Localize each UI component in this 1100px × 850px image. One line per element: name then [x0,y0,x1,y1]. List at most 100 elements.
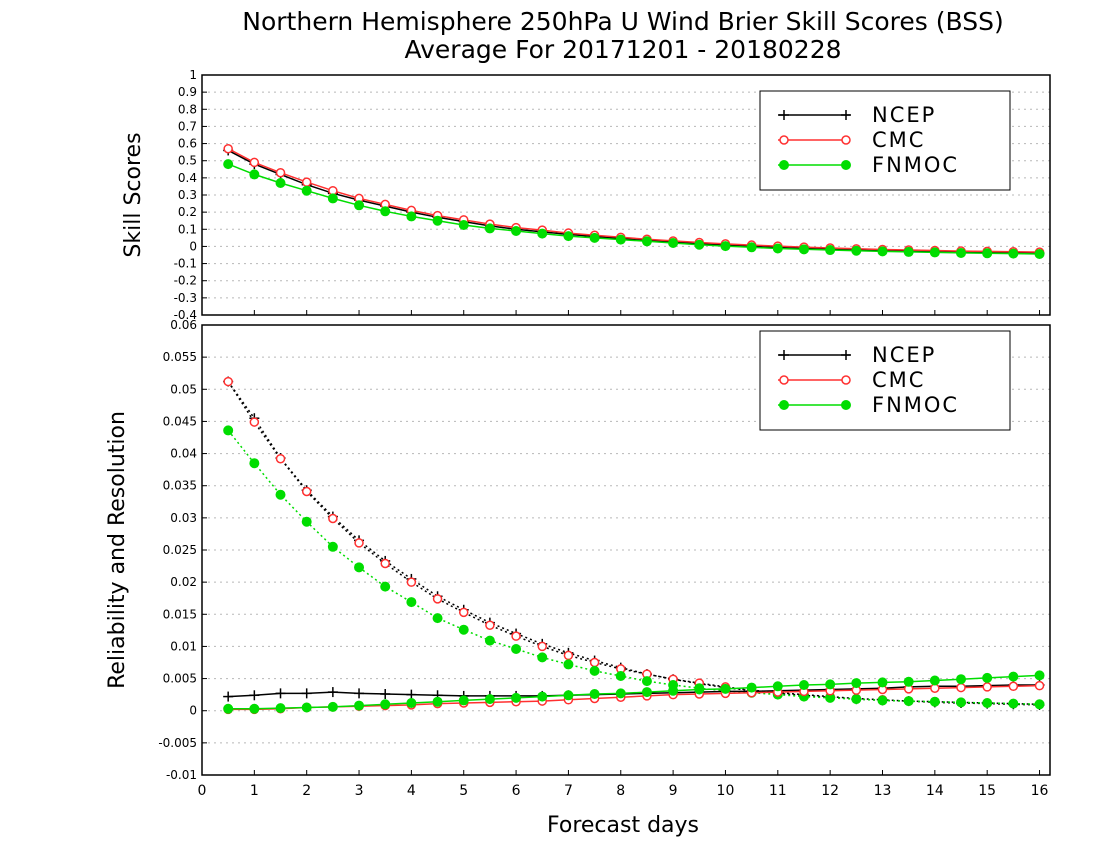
legend-marker-left [779,375,789,385]
data-point [877,695,888,706]
y-tick-label: 0.6 [178,137,197,151]
data-point [249,417,260,427]
y-tick-label: 0.035 [163,479,197,493]
data-point [458,695,469,706]
bottom-y-axis-label: Reliability and Resolution [105,411,130,689]
data-point [720,683,731,694]
data-point [354,700,365,711]
data-point [301,185,312,196]
data-point [956,247,967,258]
data-point [406,211,417,222]
series-fnmoc-reliability [223,670,1045,714]
series-line [227,429,1040,706]
data-point [1008,698,1019,709]
data-point [301,702,312,713]
data-point [615,688,626,699]
legend-marker-left [779,135,789,145]
data-point [511,692,522,703]
data-point [275,489,286,500]
y-tick-label: 0.06 [170,318,197,332]
data-point [589,657,600,668]
data-point [406,698,417,708]
data-point [589,665,600,676]
data-point [798,244,809,255]
data-point [249,458,260,469]
data-point [485,620,495,630]
data-point [301,516,312,527]
data-point [798,680,809,690]
data-point [563,659,574,670]
legend-label: FNMOC [872,393,959,417]
chart-title-line2: Average For 20171201 - 20180228 [404,35,841,64]
x-tick-label: 12 [821,783,839,799]
data-point [249,703,260,714]
data-point [720,241,731,252]
legend-marker-left [779,160,789,170]
y-tick-label: 0.1 [178,222,197,236]
data-point [458,220,469,230]
data-point [354,538,364,548]
data-point [694,239,705,250]
x-axis-label: Forecast days [547,813,699,838]
data-point [484,635,495,646]
data-point [223,691,234,702]
data-point [929,696,940,707]
legend-entry-fnmoc: FNMOC [778,393,959,417]
data-point [223,425,234,436]
data-point [537,228,548,239]
data-point [1008,671,1019,682]
data-point [903,676,914,687]
data-point [668,238,679,248]
data-point [982,672,993,683]
data-point [275,453,286,464]
data-point [903,246,914,257]
y-tick-label: 0.025 [163,543,197,557]
data-point [406,689,417,700]
x-tick-label: 7 [564,783,573,799]
data-point [956,682,966,693]
x-tick-label: 5 [459,783,468,799]
data-point [327,541,338,552]
data-point [877,677,888,688]
data-point [1034,248,1045,259]
data-point [327,193,338,204]
data-point [615,234,626,245]
data-point [1034,680,1045,691]
y-tick-label: 0.005 [163,672,197,686]
data-point [432,594,443,604]
y-tick-label: -0.3 [174,291,197,305]
data-point [354,688,365,699]
data-point [380,206,391,217]
y-tick-label: 0.055 [163,350,197,364]
data-point [432,613,443,624]
series-line [228,674,1040,710]
y-tick-label: -0.01 [166,768,197,782]
data-point [249,157,260,168]
y-tick-label: -0.4 [174,308,197,322]
data-point [537,652,548,663]
x-tick-label: 16 [1031,783,1049,799]
x-tick-label: 13 [874,783,892,799]
y-tick-label: 0.9 [178,85,197,99]
data-point [1008,681,1019,692]
x-tick-label: 11 [769,783,787,799]
legend-marker-right [841,400,851,410]
plot-frame [201,74,1051,316]
x-tick-label: 4 [407,783,416,799]
data-point [458,624,469,635]
y-tick-label: -0.1 [174,257,197,271]
x-tick-label: 3 [355,783,364,799]
data-point [275,703,286,714]
data-point [275,167,286,178]
data-point [511,226,522,236]
y-tick-label: 0.04 [170,447,197,461]
legend-marker-left [779,400,789,410]
y-tick-label: 0.3 [178,188,197,202]
data-point [406,597,417,608]
data-point [851,678,862,689]
data-point [275,688,286,699]
data-point [563,690,574,701]
data-point [406,577,417,587]
series-line [227,381,1040,706]
